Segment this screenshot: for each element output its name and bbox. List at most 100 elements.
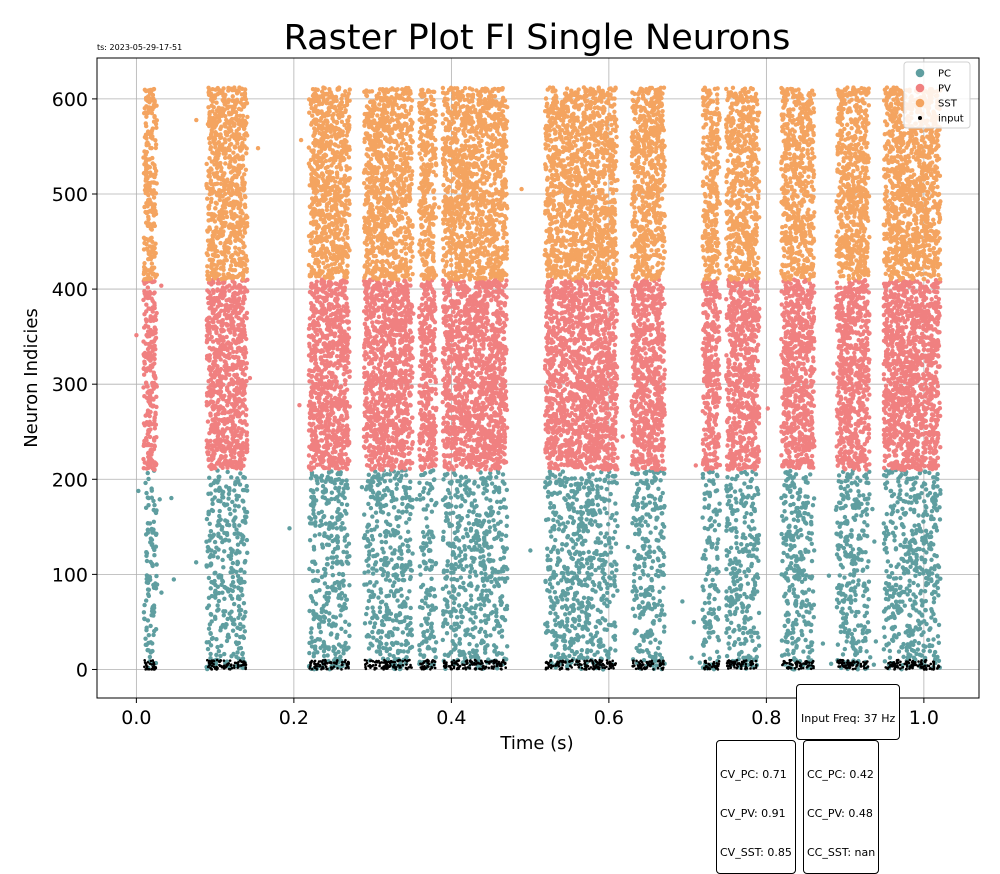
pv-spike-111 <box>154 405 158 409</box>
pc-spike-22 <box>148 624 152 628</box>
pc-spike-1411 <box>445 622 449 626</box>
pc-spike-1276 <box>419 585 423 589</box>
pc-spike-745 <box>327 611 331 615</box>
pc-spike-3986 <box>899 591 903 595</box>
pc-spike-2310 <box>603 543 607 547</box>
pc-spike-2875 <box>713 519 717 523</box>
pc-spike-3419 <box>804 504 808 508</box>
pc-spike-2400 <box>573 652 577 656</box>
pc-spike-1130 <box>402 619 406 623</box>
pc-spike-1003 <box>367 646 371 650</box>
pc-spike-159 <box>207 476 211 480</box>
pc-spike-3993 <box>898 488 902 492</box>
pc-spike-1273 <box>434 640 438 644</box>
pv-spike-232 <box>146 399 150 403</box>
pc-spike-3276 <box>812 603 816 607</box>
pc-spike-3412 <box>784 639 788 643</box>
pc-spike-2772 <box>713 528 717 532</box>
pc-spike-3242 <box>785 648 789 652</box>
pc-spike-3122 <box>735 606 739 610</box>
pc-spike-4213 <box>908 558 912 562</box>
pc-spike-1788 <box>489 580 493 584</box>
pc-spike-4222 <box>801 573 805 577</box>
pc-spike-1420 <box>456 592 460 596</box>
pv-spike-228 <box>152 438 156 442</box>
pc-spike-3645 <box>843 627 847 631</box>
pc-spike-1621 <box>471 556 475 560</box>
pc-spike-3688 <box>857 547 861 551</box>
pc-spike-77 <box>152 548 156 552</box>
pc-spike-1786 <box>500 634 504 638</box>
pc-spike-434 <box>235 650 239 654</box>
pc-spike-1243 <box>418 652 422 656</box>
pc-spike-3901 <box>894 526 898 530</box>
chart-title: Raster Plot FI Single Neurons <box>284 18 791 58</box>
pc-spike-1741 <box>499 538 503 542</box>
pc-spike-1296 <box>422 507 426 511</box>
pv-spike-229 <box>141 385 145 389</box>
pc-spike-3943 <box>888 649 892 653</box>
pc-spike-4186 <box>222 502 226 506</box>
pc-spike-1826 <box>482 486 486 490</box>
pc-spike-2462 <box>589 508 593 512</box>
pc-spike-389 <box>232 517 236 521</box>
pc-spike-4006 <box>901 557 905 561</box>
pc-spike-4216 <box>872 662 876 666</box>
pc-spike-3155 <box>732 588 736 592</box>
pc-spike-750 <box>339 514 343 518</box>
pc-spike-3621 <box>855 651 859 655</box>
pc-spike-1934 <box>555 563 559 567</box>
pc-spike-1693 <box>487 519 491 523</box>
pc-spike-493 <box>331 573 335 577</box>
pc-spike-2778 <box>707 601 711 605</box>
pc-spike-2696 <box>660 572 664 576</box>
pc-spike-2065 <box>560 597 564 601</box>
pc-spike-3121 <box>732 628 736 632</box>
pc-spike-839 <box>388 578 392 582</box>
pc-spike-2925 <box>757 644 761 648</box>
pc-spike-3731 <box>894 583 898 587</box>
pc-spike-4147 <box>908 613 912 617</box>
pc-spike-3147 <box>725 489 729 493</box>
pc-spike-4102 <box>923 608 927 612</box>
pc-spike-4212 <box>590 636 594 640</box>
pc-spike-3322 <box>785 553 789 557</box>
pc-spike-4042 <box>927 569 931 573</box>
pc-spike-942 <box>410 633 414 637</box>
pc-spike-1259 <box>424 596 428 600</box>
pc-spike-3614 <box>848 554 852 558</box>
pc-spike-3026 <box>755 631 759 635</box>
pc-spike-3648 <box>835 586 839 590</box>
pc-spike-694 <box>310 596 314 600</box>
pc-spike-2808 <box>707 596 711 600</box>
pc-spike-1254 <box>429 498 433 502</box>
pc-spike-2619 <box>639 586 643 590</box>
pc-spike-432 <box>238 581 242 585</box>
pc-spike-1839 <box>489 509 493 513</box>
pc-spike-453 <box>323 581 327 585</box>
spike-dots <box>134 85 942 671</box>
pc-spike-2397 <box>587 486 591 490</box>
pc-spike-871 <box>380 540 384 544</box>
pc-spike-3680 <box>854 500 858 504</box>
pc-spike-1058 <box>371 635 375 639</box>
pc-spike-1281 <box>419 473 423 477</box>
pc-spike-4233 <box>136 489 140 493</box>
pv-spike-240 <box>153 347 157 351</box>
pc-spike-2715 <box>646 539 650 543</box>
pc-spike-2563 <box>647 545 651 549</box>
pc-spike-3869 <box>892 538 896 542</box>
pc-spike-2916 <box>725 654 729 658</box>
pc-spike-150 <box>210 502 214 506</box>
pc-spike-594 <box>307 609 311 613</box>
pc-spike-2480 <box>587 475 591 479</box>
pc-spike-2942 <box>742 481 746 485</box>
pc-spike-3459 <box>865 501 869 505</box>
pc-spike-85 <box>149 527 153 531</box>
pc-spike-1089 <box>365 537 369 541</box>
pc-spike-3767 <box>932 600 936 604</box>
pc-spike-2585 <box>657 618 661 622</box>
pc-spike-1256 <box>433 594 437 598</box>
pc-spike-1827 <box>481 576 485 580</box>
pc-spike-1654 <box>441 621 445 625</box>
